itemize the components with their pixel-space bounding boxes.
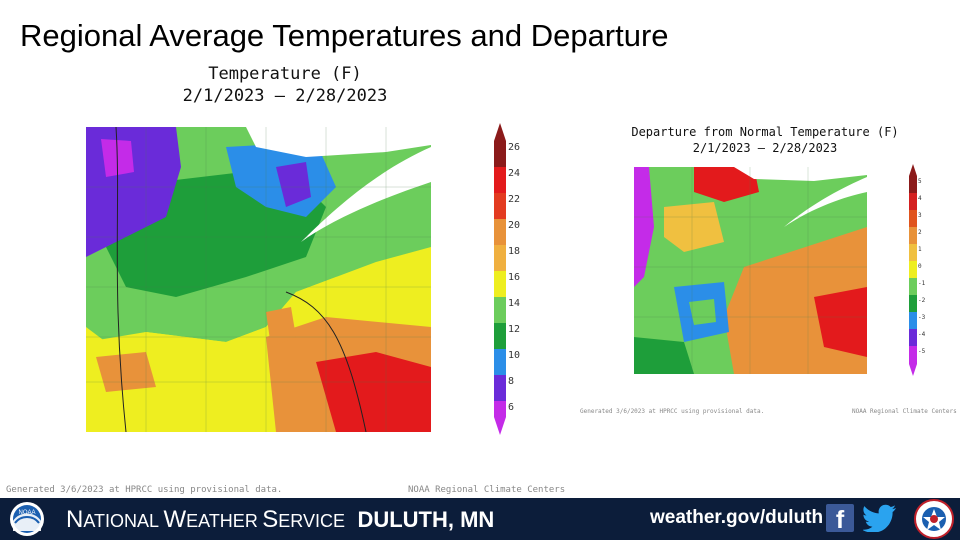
twitter-icon[interactable]	[863, 504, 897, 532]
departure-legend: 5 4 3 2 1 0 -1 -2 -3 -4 -5	[909, 164, 939, 376]
departure-legend-tick: 2	[918, 229, 922, 236]
slide-title: Regional Average Temperatures and Depart…	[20, 18, 669, 53]
agency-letter-n: N	[66, 506, 84, 533]
departure-legend-tick: 1	[918, 246, 922, 253]
temperature-legend-tick: 16	[508, 272, 521, 283]
temperature-map-source-note: NOAA Regional Climate Centers	[408, 485, 566, 495]
temperature-map-title-line1: Temperature (F)	[208, 64, 362, 84]
office-name: DULUTH, MN	[357, 507, 495, 532]
temperature-legend-tick: 10	[508, 350, 521, 361]
footer-bar: NOAA NATIONAL WEATHER SERVICE DULUTH, MN…	[0, 498, 960, 540]
departure-legend-tick: 0	[918, 263, 922, 270]
agency-name: NATIONAL WEATHER SERVICE DULUTH, MN	[66, 506, 494, 534]
departure-legend-tick: -2	[918, 297, 926, 304]
temperature-map	[86, 127, 431, 432]
temperature-legend-tick: 22	[508, 194, 521, 205]
departure-map-title-line1: Departure from Normal Temperature (F)	[631, 125, 899, 139]
temperature-legend-tick: 14	[508, 298, 521, 309]
temperature-legend-tick: 20	[508, 220, 521, 231]
temperature-legend-tick: 24	[508, 168, 521, 179]
temperature-legend-tick: 8	[508, 376, 515, 387]
temperature-map-title-line2: 2/1/2023 – 2/28/2023	[182, 86, 388, 106]
agency-word-ervice: ERVICE	[278, 511, 345, 531]
departure-legend-tick: -5	[918, 348, 926, 355]
temperature-legend-tick: 12	[508, 324, 521, 335]
agency-word-eather: EATHER	[186, 511, 258, 531]
facebook-icon[interactable]: f	[826, 504, 854, 532]
departure-map-title: Departure from Normal Temperature (F) 2/…	[625, 124, 905, 156]
departure-legend-tick: -3	[918, 314, 926, 321]
departure-legend-tick: 3	[918, 212, 922, 219]
noaa-logo-text: NOAA	[18, 510, 35, 516]
departure-map	[634, 167, 867, 374]
departure-legend-tick: 4	[918, 195, 922, 202]
temperature-legend-tick: 26	[508, 142, 521, 153]
temperature-map-title: Temperature (F) 2/1/2023 – 2/28/2023	[160, 63, 410, 107]
departure-legend-tick: -4	[918, 331, 926, 338]
temperature-legend-tick: 18	[508, 246, 521, 257]
temperature-legend-tick: 6	[508, 402, 515, 413]
agency-letter-s: S	[262, 506, 279, 533]
departure-legend-tick: -1	[918, 280, 926, 287]
departure-map-title-line2: 2/1/2023 – 2/28/2023	[692, 141, 838, 155]
agency-word-ational: ATIONAL	[83, 511, 160, 531]
temperature-legend: 26 24 22 20 18 16 14 12 10 8 6	[494, 123, 534, 435]
nws-logo[interactable]	[914, 499, 954, 539]
departure-legend-tick: 5	[918, 178, 922, 185]
temperature-map-generated-note: Generated 3/6/2023 at HPRCC using provis…	[6, 485, 283, 495]
departure-map-generated-note: Generated 3/6/2023 at HPRCC using provis…	[580, 408, 765, 415]
agency-letter-w: W	[163, 506, 187, 533]
noaa-logo[interactable]: NOAA	[9, 501, 45, 537]
departure-map-source-note: NOAA Regional Climate Centers	[852, 408, 957, 415]
website-link[interactable]: weather.gov/duluth	[650, 507, 824, 528]
